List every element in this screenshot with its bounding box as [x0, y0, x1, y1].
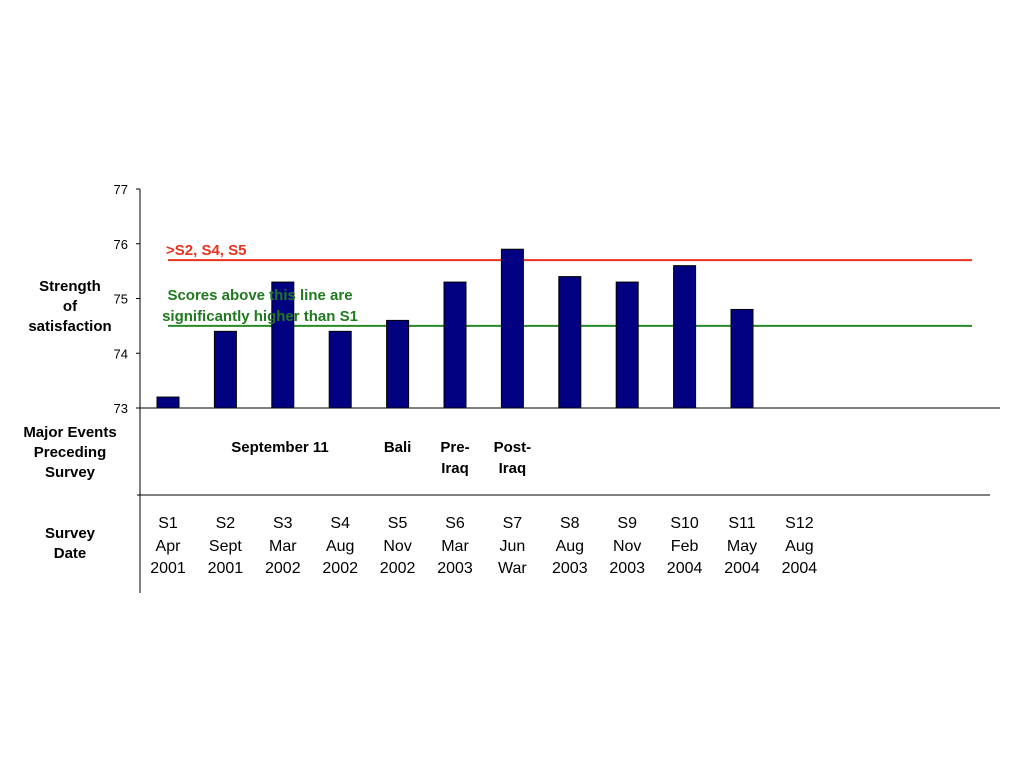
events-row-label: Major Events Preceding Survey	[23, 424, 117, 481]
y-tick-label-75: 75	[114, 292, 128, 307]
survey-date-S10: S10 Feb 2004	[666, 515, 703, 577]
bar-S1	[156, 396, 180, 409]
date-row-label: Survey Date	[44, 525, 96, 562]
bar-S8	[558, 276, 582, 409]
bar-S3	[271, 281, 295, 409]
survey-date-S7: S7 Jun War	[498, 515, 527, 577]
survey-date-S6: S6 Mar 2003	[437, 515, 473, 577]
y-tick-label-73: 73	[114, 401, 128, 416]
event-label-S2: September 11	[231, 439, 329, 456]
survey-date-S1: S1 Apr 2001	[150, 515, 186, 577]
survey-date-S12: S12 Aug 2004	[781, 515, 818, 577]
survey-date-S8: S8 Aug 2003	[552, 515, 588, 577]
bar-S6	[443, 281, 467, 409]
y-tick-label-74: 74	[114, 346, 128, 361]
survey-date-S4: S4 Aug 2002	[322, 515, 358, 577]
survey-date-S9: S9 Nov 2003	[609, 515, 645, 577]
event-label-S6: Pre- Iraq	[440, 439, 470, 477]
reference-line-green-label: Scores above this line are significantly…	[162, 287, 358, 325]
y-tick-label-76: 76	[114, 237, 128, 252]
bar-S11	[730, 308, 754, 409]
event-label-S7: Post- Iraq	[493, 439, 532, 477]
y-tick-label-77: 77	[114, 182, 128, 197]
y-axis-label: Strength of satisfaction	[28, 278, 112, 335]
survey-date-S2: S2 Sept 2001	[207, 515, 244, 577]
bar-S4	[328, 330, 352, 409]
bar-S2	[213, 330, 237, 409]
reference-line-red-label: >S2, S4, S5	[166, 242, 247, 259]
bar-S5	[386, 319, 410, 409]
survey-date-S3: S3 Mar 2002	[265, 515, 301, 577]
bar-S9	[615, 281, 639, 409]
survey-date-S11: S11 May 2004	[724, 515, 760, 577]
bar-S7	[500, 248, 524, 409]
bar-S10	[673, 265, 697, 409]
survey-date-S5: S5 Nov 2002	[379, 515, 416, 577]
event-label-S5: Bali	[383, 439, 412, 456]
